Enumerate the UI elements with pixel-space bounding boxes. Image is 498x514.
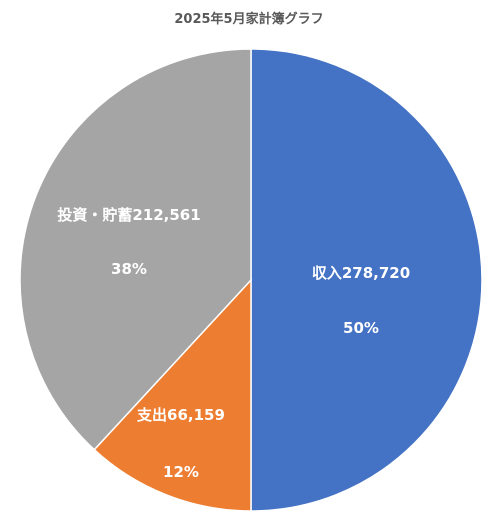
slice-percent-0: 50% xyxy=(343,319,379,337)
pie-slice-1 xyxy=(93,278,252,512)
slice-percent-1: 12% xyxy=(163,463,199,481)
slice-label-2: 投資・貯蓄212,561 xyxy=(57,206,200,224)
slice-label-0: 収入278,720 xyxy=(312,264,410,282)
slice-label-1: 支出66,159 xyxy=(136,406,225,424)
slice-percent-2: 38% xyxy=(111,260,147,278)
pie-slice-2 xyxy=(19,48,252,451)
pie-slice-0 xyxy=(250,48,483,512)
chart-title: 2025年5月家計簿グラフ xyxy=(174,12,324,27)
